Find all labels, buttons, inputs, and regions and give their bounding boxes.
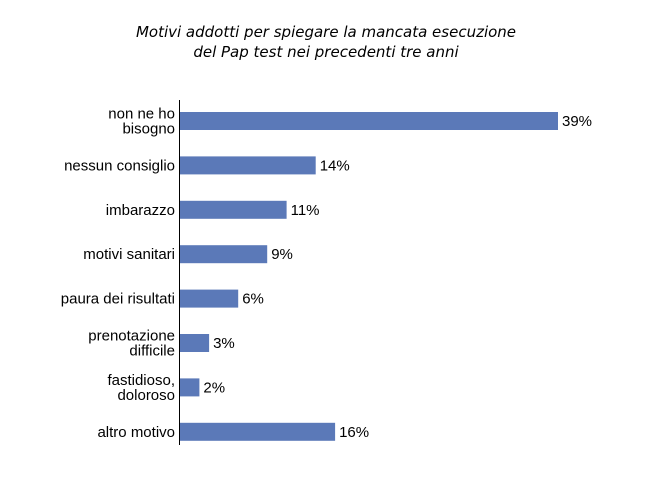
category-label-6-line-2: difficile [129,343,175,360]
category-label-4-line-1: motivi sanitari [83,246,175,263]
category-label-7: fastidioso, doloroso [107,372,175,404]
bar-4 [180,245,268,264]
chart-title-line-2: del Pap test nei precedenti tre anni [193,43,459,61]
bar-7 [180,378,200,397]
category-label-7-line-1: fastidioso, [107,372,175,389]
category-label-1-line-1: non ne ho [108,106,175,123]
bar-8 [180,422,336,441]
bar-3 [180,200,287,219]
category-label-4: motivi sanitari [83,246,175,263]
category-label-8-line-1: altro motivo [97,424,175,441]
value-label-1: 39% [562,113,592,130]
value-label-5: 6% [242,291,264,308]
category-label-5: paura dei risultati [61,291,175,308]
bar-6 [180,334,210,352]
category-label-3-line-1: imbarazzo [106,202,175,219]
value-label-2: 14% [320,157,350,174]
category-label-3: imbarazzo [106,202,175,219]
value-label-3: 11% [291,202,320,219]
value-label-8: 16% [339,424,369,441]
category-label-8: altro motivo [97,424,175,441]
value-label-7: 2% [203,379,225,396]
value-label-6: 3% [213,335,235,352]
value-label-4: 9% [271,246,293,263]
bar-1 [180,112,558,130]
bar-2 [180,156,316,175]
bar-5 [180,289,239,308]
category-label-6: prenotazione difficile [88,328,175,360]
category-label-2-line-1: nessun consiglio [64,157,175,174]
category-label-1: non ne ho bisogno [108,106,175,138]
category-label-6-line-1: prenotazione [88,328,175,345]
category-label-7-line-2: doloroso [117,387,175,404]
chart-title: Motivi addotti per spiegare la mancata e… [0,22,652,62]
chart-title-line-1: Motivi addotti per spiegare la mancata e… [135,23,517,41]
category-label-1-line-2: bisogno [122,121,175,138]
category-label-2: nessun consiglio [64,157,175,174]
category-label-5-line-1: paura dei risultati [61,291,175,308]
bars-layer: 39% non ne ho bisogno 14% nessun consiglio 11… [61,106,592,441]
